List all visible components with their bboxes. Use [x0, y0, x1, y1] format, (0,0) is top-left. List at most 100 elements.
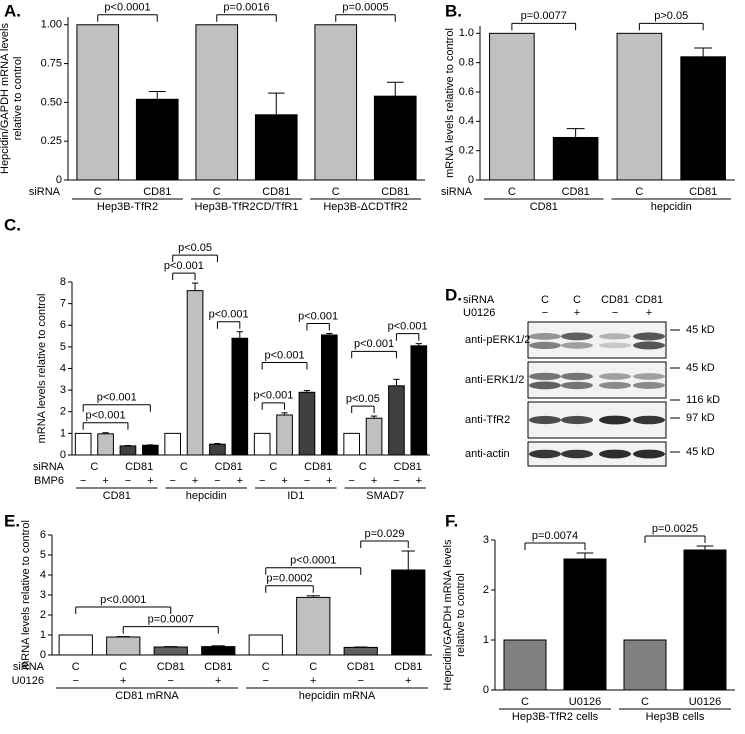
bar [141, 444, 159, 456]
marker-label: 45 kD [686, 446, 715, 458]
y-tick-label: 2 [483, 584, 489, 596]
x-tick-label: − [358, 675, 364, 687]
x-tick-label: − [348, 475, 354, 487]
lane-label: C [541, 294, 549, 306]
y-tick-label: 0.8 [459, 57, 474, 69]
y-tick-label: 4 [60, 362, 66, 374]
blot-band [561, 449, 593, 459]
x-tick-label: C [119, 661, 127, 673]
x-tick-label: C [309, 661, 317, 673]
bar [276, 414, 293, 456]
x-tick-label: U0126 [689, 696, 721, 708]
x-tick-label: + [405, 675, 411, 687]
y-tick-label: 0 [483, 684, 489, 696]
bar [253, 432, 271, 456]
x-tick-label: − [214, 475, 220, 487]
x-tick-label: − [169, 475, 175, 487]
bar [76, 24, 120, 181]
group-label: Hep3B cells [646, 711, 705, 723]
row-label: U0126 [12, 675, 44, 687]
p-value: p<0.0001 [290, 555, 336, 567]
p-value: p<0.001 [86, 410, 126, 422]
bar [365, 417, 383, 456]
blot-band [633, 373, 665, 380]
x-tick-label: + [326, 475, 332, 487]
y-tick-label: 1 [483, 634, 489, 646]
panel-label: B. [445, 1, 462, 20]
y-tick-label: 0 [60, 449, 66, 461]
panel-label: A. [4, 1, 21, 20]
blot-band [599, 342, 631, 349]
blot-band [633, 341, 665, 350]
blot-band [529, 341, 561, 349]
bar [231, 337, 249, 456]
bar [391, 569, 426, 656]
bar [623, 639, 667, 691]
bar [195, 24, 239, 181]
marker-label: 45 kD [686, 324, 715, 336]
x-tick-label: C [262, 661, 270, 673]
row-label: BMP6 [34, 475, 64, 487]
bar [254, 114, 298, 181]
x-tick-label: + [102, 475, 108, 487]
bar [563, 558, 607, 691]
y-tick-label: 1.00 [41, 19, 62, 31]
x-tick-label: C [94, 186, 102, 198]
x-tick-label: C [90, 461, 98, 473]
p-value: p<0.001 [388, 321, 428, 333]
group-label: CD81 [530, 201, 558, 213]
x-tick-label: CD81 [157, 661, 185, 673]
panel-label: F. [445, 511, 458, 530]
y-tick-label: 1 [40, 629, 46, 641]
y-tick-label: 6 [40, 529, 46, 541]
x-tick-label: CD81 [204, 661, 232, 673]
x-tick-label: + [120, 675, 126, 687]
lane-label: CD81 [601, 294, 629, 306]
p-value: p=0.0005 [342, 2, 388, 14]
lane-label: C [573, 294, 581, 306]
y-tick-label: 0.25 [41, 135, 62, 147]
x-tick-label: CD81 [262, 186, 290, 198]
blot-band [561, 415, 593, 425]
blot-label: anti-TfR2 [465, 414, 510, 426]
x-tick-label: C [269, 461, 277, 473]
blot-band [599, 415, 631, 425]
y-tick-label: 5 [60, 341, 66, 353]
y-tick-label: 0.2 [459, 145, 474, 157]
x-tick-label: − [168, 675, 174, 687]
y-axis-label: mRNA levels relative to control [36, 294, 48, 444]
bar [503, 639, 547, 691]
x-tick-label: CD81 [304, 461, 332, 473]
bar [373, 95, 417, 181]
y-tick-label: 2 [40, 609, 46, 621]
y-tick-label: 0 [56, 174, 62, 186]
y-axis-label: mRNA levels relative to control [20, 520, 32, 670]
panel-label: E. [4, 511, 20, 530]
y-axis-label: relative to control [12, 57, 24, 141]
p-value: p=0.0016 [223, 2, 269, 14]
x-tick-label: CD81 [347, 661, 375, 673]
bar [298, 391, 316, 456]
blot-band [529, 333, 561, 340]
group-label: ID1 [287, 490, 304, 502]
blot-box [527, 361, 667, 399]
x-tick-label: + [192, 475, 198, 487]
bar [97, 433, 114, 456]
p-value: p<0.0001 [100, 594, 146, 606]
y-tick-label: 0.50 [41, 96, 62, 108]
bar [320, 334, 338, 456]
bar [410, 345, 428, 456]
x-tick-label: − [393, 475, 399, 487]
blot-band [599, 381, 631, 389]
bar [552, 136, 599, 181]
bar [296, 596, 331, 656]
row-label: siRNA [29, 186, 61, 198]
y-tick-label: 8 [60, 276, 66, 288]
blot-band [561, 381, 593, 390]
blot-band [529, 449, 561, 459]
p-value: p<0.001 [164, 260, 204, 272]
bar [489, 32, 535, 181]
x-tick-label: CD81 [125, 461, 153, 473]
